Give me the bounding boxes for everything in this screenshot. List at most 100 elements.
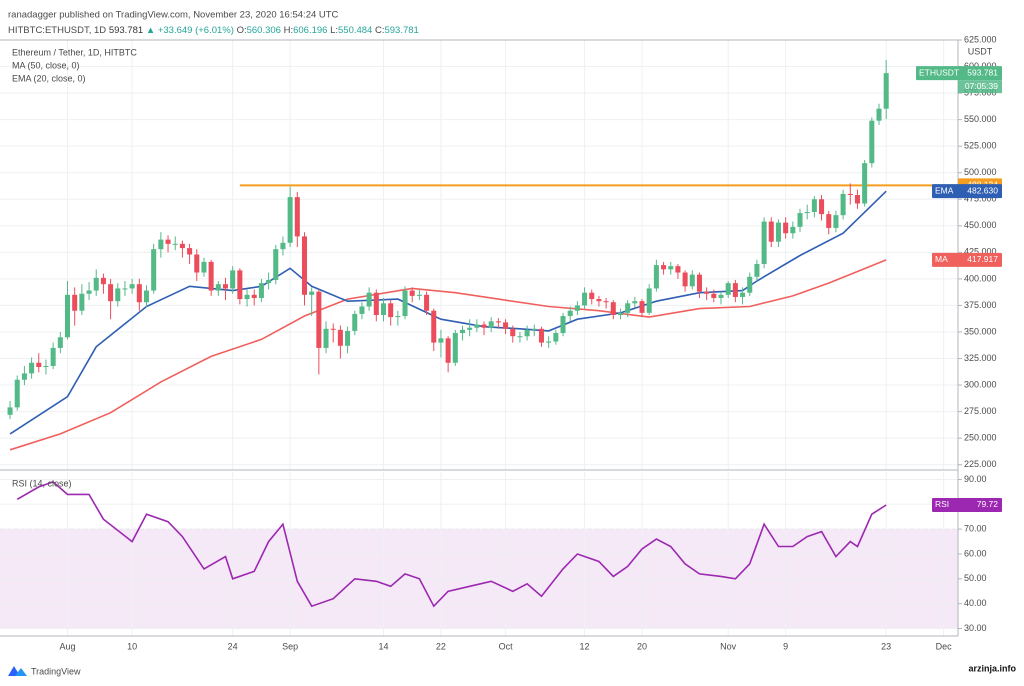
- candle-body: [244, 294, 250, 300]
- ohlc-key: C:: [375, 25, 385, 36]
- y-tick-label: 400.000: [964, 273, 997, 283]
- candle-body: [438, 338, 444, 343]
- candle-body: [711, 293, 717, 298]
- candle-body: [589, 292, 595, 300]
- candle-body: [596, 299, 602, 302]
- y2-tick-label: 70.00: [964, 524, 987, 534]
- candle-body: [14, 379, 20, 408]
- ohlc-key: H:: [284, 25, 294, 36]
- candle-body: [610, 302, 616, 315]
- candle-body: [136, 284, 142, 303]
- candle-body: [222, 284, 229, 289]
- candle-body: [653, 265, 659, 289]
- candle-body: [481, 324, 487, 328]
- y-tick-label: 525.000: [964, 141, 997, 151]
- axis-tag: [932, 184, 1002, 199]
- candle-body: [86, 290, 92, 294]
- watermark: arzinja.info: [968, 663, 1016, 673]
- candle-body: [761, 221, 767, 265]
- candle-body: [840, 193, 846, 216]
- candle-body: [675, 266, 681, 273]
- axis-tag: [932, 497, 1002, 512]
- candle-body: [718, 294, 724, 298]
- y-tick-label: 275.000: [964, 406, 997, 416]
- axis-tag-name: ETHUSDT: [919, 67, 959, 77]
- candle-body: [409, 290, 415, 296]
- candle-body: [424, 294, 430, 311]
- chart-title: Ethereum / Tether, 1D, HITBTC: [12, 47, 137, 57]
- candle-body: [266, 279, 272, 284]
- candle-body: [143, 290, 150, 303]
- candle-body: [445, 338, 451, 363]
- candle-body: [574, 305, 580, 311]
- x-tick-label: 12: [580, 641, 590, 651]
- candle-body: [352, 313, 358, 331]
- candle-body: [740, 292, 746, 297]
- candle-body: [208, 261, 214, 291]
- indicator-line: [16, 480, 887, 608]
- y-unit: USDT: [968, 46, 993, 56]
- candle-body: [876, 108, 882, 121]
- candle-body: [129, 284, 135, 289]
- candle-body: [869, 120, 875, 164]
- x-tick-label: 9: [783, 641, 788, 651]
- candle-body: [819, 199, 825, 215]
- indicator-line: [9, 190, 887, 435]
- candle-body: [165, 239, 171, 244]
- candle-body: [603, 301, 609, 303]
- x-tick-label: 10: [127, 641, 137, 651]
- candle-body: [108, 284, 114, 302]
- candle-body: [72, 294, 78, 311]
- candle-body: [43, 365, 49, 368]
- candle-body: [811, 199, 817, 212]
- candle-body: [617, 312, 623, 315]
- candle-body: [854, 195, 860, 204]
- candle-body: [725, 283, 731, 295]
- candle-body: [194, 254, 200, 273]
- candle-body: [251, 294, 257, 298]
- candle-body: [416, 294, 422, 296]
- candle-body: [517, 336, 523, 338]
- axis-tag-name: EMA: [935, 185, 954, 195]
- candle-body: [783, 222, 789, 234]
- candle-body: [36, 362, 42, 368]
- candle-body: [474, 324, 480, 328]
- y2-tick-label: 30.00: [964, 623, 987, 633]
- candle-body: [883, 73, 889, 109]
- price-change: ▲ +33.649 (+6.01%): [146, 25, 234, 36]
- candle-body: [747, 276, 753, 293]
- plot-area: [0, 39, 958, 636]
- ohlc-value: 560.306: [247, 25, 281, 36]
- y-tick-label: 600.000: [964, 61, 997, 71]
- candle-body: [459, 329, 465, 334]
- candle-body: [7, 407, 13, 415]
- y-tick-label: 550.000: [964, 114, 997, 124]
- candle-body: [309, 291, 315, 295]
- candle-body: [538, 328, 544, 343]
- y2-tick-label: 50.00: [964, 573, 987, 583]
- candle-body: [93, 277, 99, 291]
- candle-body: [754, 264, 760, 277]
- candle-body: [682, 272, 688, 287]
- candle-body: [732, 283, 738, 297]
- y-tick-label: 450.000: [964, 220, 997, 230]
- y-tick-label: 625.000: [964, 34, 997, 44]
- symbol-line: HITBTC:ETHUSDT, 1D 593.781 ▲ +33.649 (+6…: [8, 25, 419, 36]
- candle-body: [151, 249, 157, 291]
- candle-body: [524, 329, 530, 337]
- candle-body: [531, 328, 537, 330]
- candle-body: [696, 274, 702, 292]
- axis-tag-label: 79.72: [977, 499, 999, 509]
- candle-body: [359, 306, 365, 314]
- candle-body: [804, 212, 810, 214]
- countdown-box: [958, 80, 1002, 94]
- y-tick-label: 375.000: [964, 300, 997, 310]
- candle-body: [546, 341, 552, 343]
- legend-entry: EMA (20, close, 0): [12, 73, 86, 83]
- candle-body: [115, 288, 121, 302]
- y-tick-label: 425.000: [964, 247, 997, 257]
- x-tick-label: Sep: [282, 641, 298, 651]
- x-tick-label: 20: [637, 641, 647, 651]
- candle-body: [402, 290, 408, 317]
- candle-body: [100, 277, 106, 285]
